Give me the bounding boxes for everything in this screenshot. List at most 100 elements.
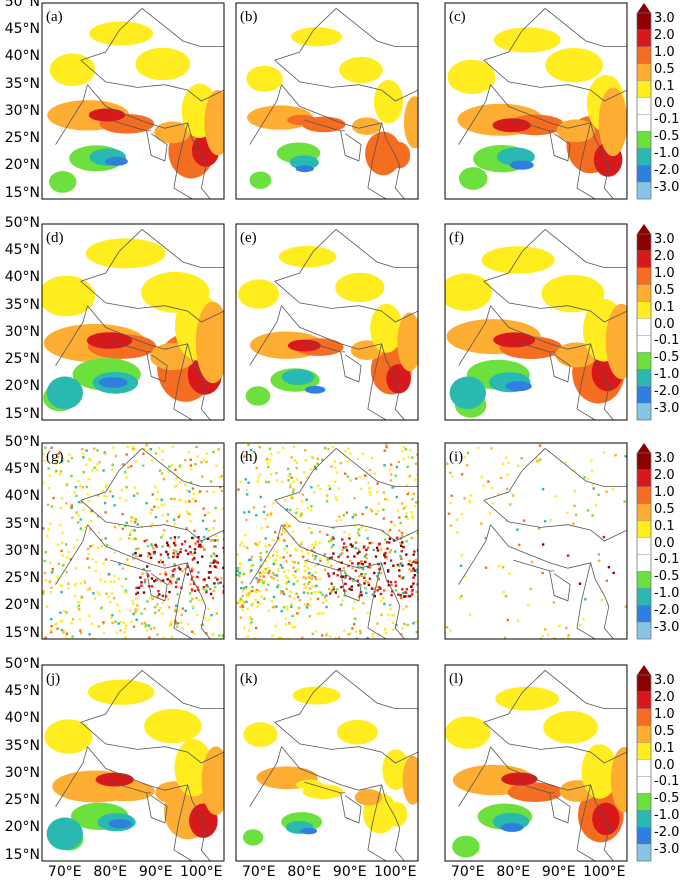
- colorbar-tick-label: 3.0: [654, 451, 675, 466]
- field-cell: [340, 585, 343, 589]
- field-cell: [241, 604, 244, 607]
- field-cell: [393, 524, 397, 527]
- field-cell: [161, 594, 165, 597]
- field-cell: [203, 616, 207, 620]
- field-cell: [191, 553, 194, 556]
- field-cell: [220, 474, 223, 478]
- field-cell: [79, 629, 82, 632]
- field-cell: [385, 557, 389, 560]
- field-cell: [290, 476, 293, 479]
- field-cell: [541, 488, 545, 491]
- field-cell: [110, 616, 113, 619]
- field-cell: [597, 493, 600, 496]
- field-cell: [152, 551, 156, 554]
- country-border: [80, 669, 224, 723]
- field-cell: [505, 456, 508, 459]
- field-cell: [79, 518, 82, 521]
- field-cell: [382, 596, 385, 600]
- field-cell: [214, 565, 217, 568]
- field-cell: [124, 524, 127, 528]
- field-cell: [487, 480, 490, 483]
- field-blob: [204, 90, 224, 156]
- field-cell: [220, 577, 223, 580]
- field-cell: [304, 459, 307, 462]
- field-cell: [319, 591, 322, 594]
- field-cell: [185, 510, 189, 513]
- colorbar-tick-label: 1.0: [654, 265, 675, 281]
- field-cell: [413, 569, 416, 572]
- field-cell: [309, 509, 313, 512]
- field-cell: [503, 636, 507, 639]
- field-cell: [129, 531, 132, 534]
- field-cell: [212, 561, 215, 564]
- field-cell: [157, 609, 160, 612]
- field-cell: [158, 593, 161, 596]
- field-cell: [375, 490, 379, 493]
- field-cell: [271, 502, 274, 505]
- field-cell: [196, 455, 199, 458]
- field-cell: [449, 629, 452, 632]
- field-cell: [456, 531, 459, 534]
- field-cell: [291, 497, 294, 500]
- field-cell: [170, 582, 173, 585]
- field-cell: [77, 514, 80, 517]
- field-cell: [344, 575, 347, 578]
- field-cell: [406, 517, 409, 520]
- field-cell: [567, 634, 570, 637]
- country-border: [367, 562, 387, 639]
- field-cell: [316, 462, 319, 465]
- field-cell: [405, 512, 408, 515]
- field-cell: [265, 457, 269, 461]
- field-cell: [247, 558, 251, 562]
- field-cell: [81, 528, 84, 532]
- field-cell: [249, 570, 252, 573]
- field-cell: [111, 463, 114, 466]
- field-cell: [216, 539, 219, 542]
- field-cell: [263, 505, 266, 508]
- country-border: [173, 343, 193, 420]
- country-border: [87, 746, 202, 818]
- field-cell: [314, 555, 318, 558]
- field-cell: [172, 575, 175, 578]
- field-cell: [280, 610, 283, 613]
- field-cell: [265, 550, 268, 553]
- field-cell: [173, 497, 176, 501]
- field-cell: [249, 558, 252, 561]
- field-cell: [150, 543, 153, 546]
- colorbar-segment: [636, 793, 652, 811]
- field-cell: [312, 554, 315, 557]
- field-cell: [355, 637, 358, 639]
- colorbar-segment: [636, 267, 652, 285]
- field-cell: [401, 588, 404, 591]
- field-cell: [202, 535, 206, 539]
- field-cell: [173, 485, 177, 488]
- field-cell: [272, 577, 275, 580]
- field-cell: [373, 472, 377, 475]
- field-cell: [133, 486, 137, 489]
- field-cell: [372, 635, 375, 638]
- field-cell: [255, 626, 258, 630]
- panel-background: [445, 443, 627, 639]
- field-cell: [179, 568, 182, 571]
- field-cell: [326, 558, 329, 561]
- field-cell: [345, 549, 349, 552]
- field-cell: [105, 484, 108, 487]
- field-cell: [285, 544, 289, 548]
- field-cell: [258, 541, 261, 544]
- country-border: [173, 562, 193, 639]
- colorbar-segment: [636, 46, 652, 64]
- map-panel: (e): [235, 223, 419, 421]
- field-cell: [195, 596, 198, 600]
- field-cell: [120, 584, 124, 588]
- field-blob: [95, 772, 134, 787]
- field-blob: [201, 746, 224, 815]
- field-cell: [124, 624, 128, 627]
- field-cell: [276, 579, 280, 582]
- field-cell: [287, 474, 291, 478]
- field-cell: [368, 577, 372, 580]
- field-cell: [56, 575, 60, 578]
- field-blob: [238, 279, 280, 309]
- field-cell: [50, 624, 53, 628]
- field-cell: [346, 475, 350, 478]
- field-cell: [583, 476, 586, 479]
